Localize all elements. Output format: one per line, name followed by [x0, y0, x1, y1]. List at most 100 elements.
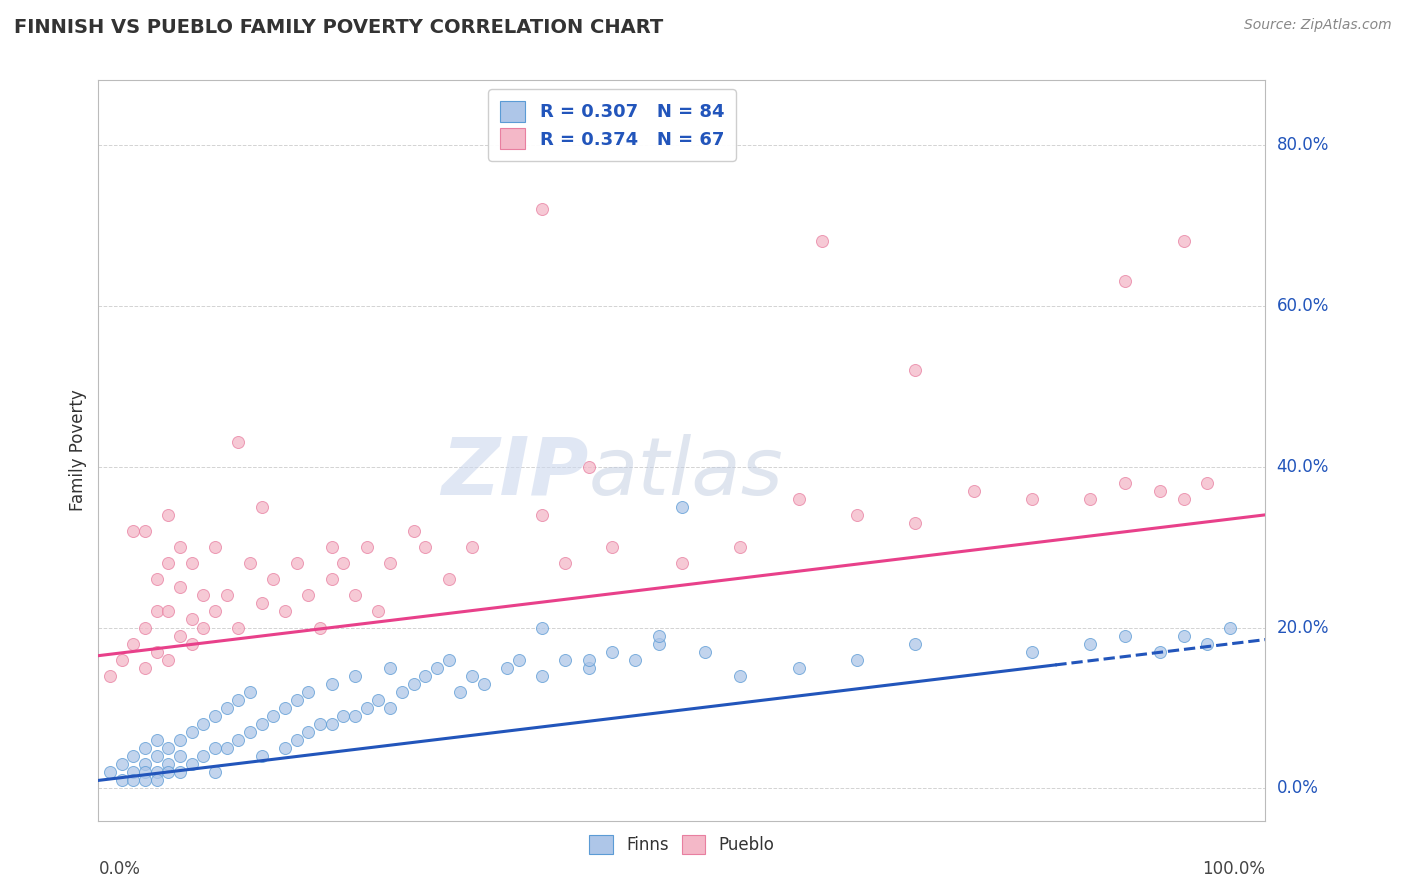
Point	[321, 540, 343, 554]
Point	[344, 669, 367, 683]
Point	[215, 588, 238, 602]
Point	[239, 725, 262, 739]
Point	[274, 741, 297, 756]
Text: atlas: atlas	[589, 434, 783, 512]
Point	[180, 612, 202, 626]
Point	[204, 540, 226, 554]
Point	[402, 677, 425, 691]
Point	[554, 653, 576, 667]
Point	[285, 733, 308, 747]
Point	[134, 524, 156, 538]
Point	[134, 765, 156, 780]
Point	[157, 653, 180, 667]
Point	[437, 653, 460, 667]
Point	[180, 637, 202, 651]
Point	[508, 653, 530, 667]
Point	[122, 773, 145, 788]
Text: 80.0%: 80.0%	[1277, 136, 1329, 153]
Point	[122, 637, 145, 651]
Text: 0.0%: 0.0%	[98, 860, 141, 878]
Point	[1021, 491, 1043, 506]
Point	[1080, 637, 1102, 651]
Legend: Finns, Pueblo: Finns, Pueblo	[582, 828, 782, 861]
Point	[356, 540, 378, 554]
Point	[530, 202, 553, 216]
Point	[730, 540, 752, 554]
Point	[169, 749, 191, 764]
Point	[274, 604, 297, 618]
Point	[146, 572, 169, 586]
Point	[309, 620, 332, 634]
Point	[787, 661, 810, 675]
Point	[846, 508, 869, 522]
Point	[250, 500, 273, 514]
Point	[157, 556, 180, 570]
Point	[321, 717, 343, 731]
Point	[846, 653, 869, 667]
Point	[1195, 637, 1218, 651]
Point	[332, 556, 354, 570]
Y-axis label: Family Poverty: Family Poverty	[69, 390, 87, 511]
Text: Source: ZipAtlas.com: Source: ZipAtlas.com	[1244, 18, 1392, 32]
Point	[204, 709, 226, 723]
Point	[472, 677, 495, 691]
Point	[1173, 491, 1195, 506]
Point	[624, 653, 647, 667]
Point	[204, 765, 226, 780]
Point	[437, 572, 460, 586]
Point	[1021, 645, 1043, 659]
Text: ZIP: ZIP	[441, 434, 589, 512]
Point	[1173, 234, 1195, 248]
Point	[193, 620, 215, 634]
Point	[332, 709, 354, 723]
Point	[180, 757, 202, 772]
Point	[367, 604, 389, 618]
Point	[122, 749, 145, 764]
Point	[496, 661, 519, 675]
Point	[413, 669, 436, 683]
Point	[111, 653, 134, 667]
Point	[111, 773, 134, 788]
Point	[228, 693, 250, 707]
Point	[274, 701, 297, 715]
Point	[98, 669, 121, 683]
Point	[157, 741, 180, 756]
Point	[169, 733, 191, 747]
Point	[356, 701, 378, 715]
Point	[402, 524, 425, 538]
Point	[1219, 620, 1241, 634]
Point	[297, 685, 319, 699]
Point	[695, 645, 717, 659]
Point	[134, 757, 156, 772]
Point	[146, 645, 169, 659]
Point	[297, 725, 319, 739]
Point	[530, 620, 553, 634]
Point	[1114, 628, 1136, 642]
Point	[169, 580, 191, 594]
Point	[134, 773, 156, 788]
Point	[962, 483, 984, 498]
Point	[239, 685, 262, 699]
Point	[391, 685, 413, 699]
Point	[449, 685, 471, 699]
Point	[647, 628, 669, 642]
Point	[111, 757, 134, 772]
Point	[1080, 491, 1102, 506]
Point	[671, 500, 693, 514]
Point	[180, 556, 202, 570]
Point	[904, 516, 927, 530]
Point	[250, 717, 273, 731]
Point	[228, 435, 250, 450]
Point	[578, 459, 600, 474]
Point	[193, 749, 215, 764]
Point	[134, 620, 156, 634]
Point	[904, 637, 927, 651]
Point	[134, 741, 156, 756]
Point	[146, 733, 169, 747]
Point	[367, 693, 389, 707]
Point	[344, 588, 367, 602]
Point	[600, 540, 623, 554]
Point	[146, 749, 169, 764]
Point	[285, 693, 308, 707]
Text: 100.0%: 100.0%	[1202, 860, 1265, 878]
